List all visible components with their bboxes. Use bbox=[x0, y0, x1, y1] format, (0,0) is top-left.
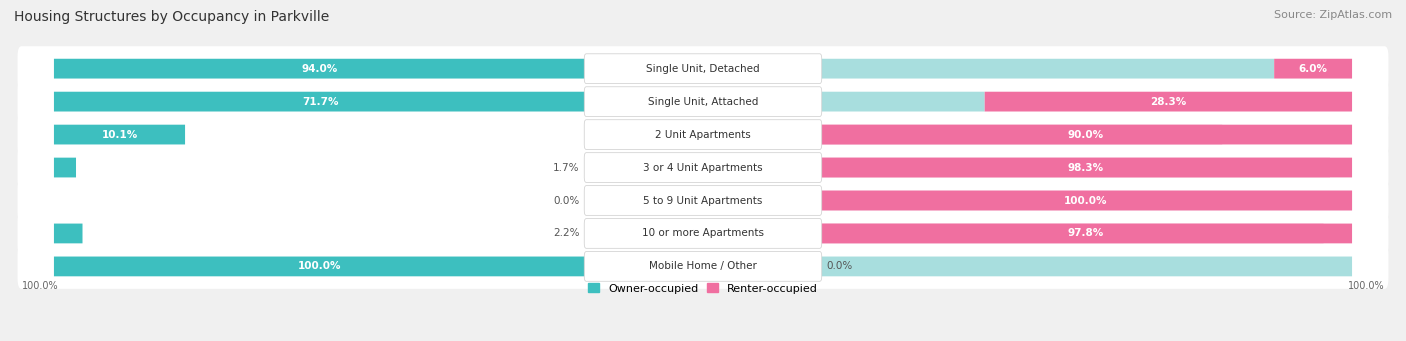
Text: 10.1%: 10.1% bbox=[101, 130, 138, 139]
Text: Housing Structures by Occupancy in Parkville: Housing Structures by Occupancy in Parkv… bbox=[14, 10, 329, 24]
FancyBboxPatch shape bbox=[53, 256, 586, 276]
Text: 10 or more Apartments: 10 or more Apartments bbox=[643, 228, 763, 238]
FancyBboxPatch shape bbox=[585, 54, 821, 84]
Text: 2 Unit Apartments: 2 Unit Apartments bbox=[655, 130, 751, 139]
Text: 90.0%: 90.0% bbox=[1069, 130, 1104, 139]
FancyBboxPatch shape bbox=[1274, 59, 1353, 78]
Text: 5 to 9 Unit Apartments: 5 to 9 Unit Apartments bbox=[644, 195, 762, 206]
Text: Source: ZipAtlas.com: Source: ZipAtlas.com bbox=[1274, 10, 1392, 20]
Text: 3 or 4 Unit Apartments: 3 or 4 Unit Apartments bbox=[643, 163, 763, 173]
Text: 0.0%: 0.0% bbox=[554, 195, 579, 206]
FancyBboxPatch shape bbox=[586, 158, 1330, 177]
FancyBboxPatch shape bbox=[585, 186, 821, 215]
FancyBboxPatch shape bbox=[820, 158, 1353, 177]
Text: 97.8%: 97.8% bbox=[1067, 228, 1104, 238]
FancyBboxPatch shape bbox=[585, 87, 821, 116]
Text: 6.0%: 6.0% bbox=[1299, 64, 1327, 74]
FancyBboxPatch shape bbox=[820, 191, 1353, 210]
FancyBboxPatch shape bbox=[585, 252, 821, 281]
Text: 100.0%: 100.0% bbox=[1348, 281, 1385, 291]
FancyBboxPatch shape bbox=[18, 178, 1388, 223]
FancyBboxPatch shape bbox=[586, 191, 1353, 210]
Text: 71.7%: 71.7% bbox=[302, 97, 339, 107]
FancyBboxPatch shape bbox=[18, 145, 1388, 190]
Text: 28.3%: 28.3% bbox=[1150, 97, 1187, 107]
FancyBboxPatch shape bbox=[53, 158, 76, 177]
FancyBboxPatch shape bbox=[586, 59, 1274, 78]
Text: Mobile Home / Other: Mobile Home / Other bbox=[650, 262, 756, 271]
FancyBboxPatch shape bbox=[585, 120, 821, 149]
FancyBboxPatch shape bbox=[585, 219, 821, 248]
FancyBboxPatch shape bbox=[53, 92, 586, 112]
FancyBboxPatch shape bbox=[984, 92, 1353, 112]
Text: 94.0%: 94.0% bbox=[302, 64, 339, 74]
Text: 100.0%: 100.0% bbox=[21, 281, 58, 291]
FancyBboxPatch shape bbox=[18, 112, 1388, 157]
Text: 2.2%: 2.2% bbox=[553, 228, 579, 238]
FancyBboxPatch shape bbox=[820, 125, 1353, 145]
FancyBboxPatch shape bbox=[18, 46, 1388, 91]
Text: 98.3%: 98.3% bbox=[1069, 163, 1104, 173]
FancyBboxPatch shape bbox=[53, 224, 83, 243]
Legend: Owner-occupied, Renter-occupied: Owner-occupied, Renter-occupied bbox=[583, 279, 823, 298]
Text: Single Unit, Attached: Single Unit, Attached bbox=[648, 97, 758, 107]
Text: 100.0%: 100.0% bbox=[298, 262, 342, 271]
Text: 1.7%: 1.7% bbox=[553, 163, 579, 173]
Text: 100.0%: 100.0% bbox=[1064, 195, 1108, 206]
Text: Single Unit, Detached: Single Unit, Detached bbox=[647, 64, 759, 74]
FancyBboxPatch shape bbox=[585, 153, 821, 182]
FancyBboxPatch shape bbox=[53, 59, 586, 78]
FancyBboxPatch shape bbox=[18, 211, 1388, 256]
FancyBboxPatch shape bbox=[586, 125, 1222, 145]
Text: 0.0%: 0.0% bbox=[827, 262, 852, 271]
FancyBboxPatch shape bbox=[53, 125, 186, 145]
FancyBboxPatch shape bbox=[586, 92, 984, 112]
FancyBboxPatch shape bbox=[820, 224, 1353, 243]
FancyBboxPatch shape bbox=[586, 224, 1323, 243]
FancyBboxPatch shape bbox=[586, 256, 1353, 276]
FancyBboxPatch shape bbox=[18, 244, 1388, 289]
FancyBboxPatch shape bbox=[18, 79, 1388, 124]
